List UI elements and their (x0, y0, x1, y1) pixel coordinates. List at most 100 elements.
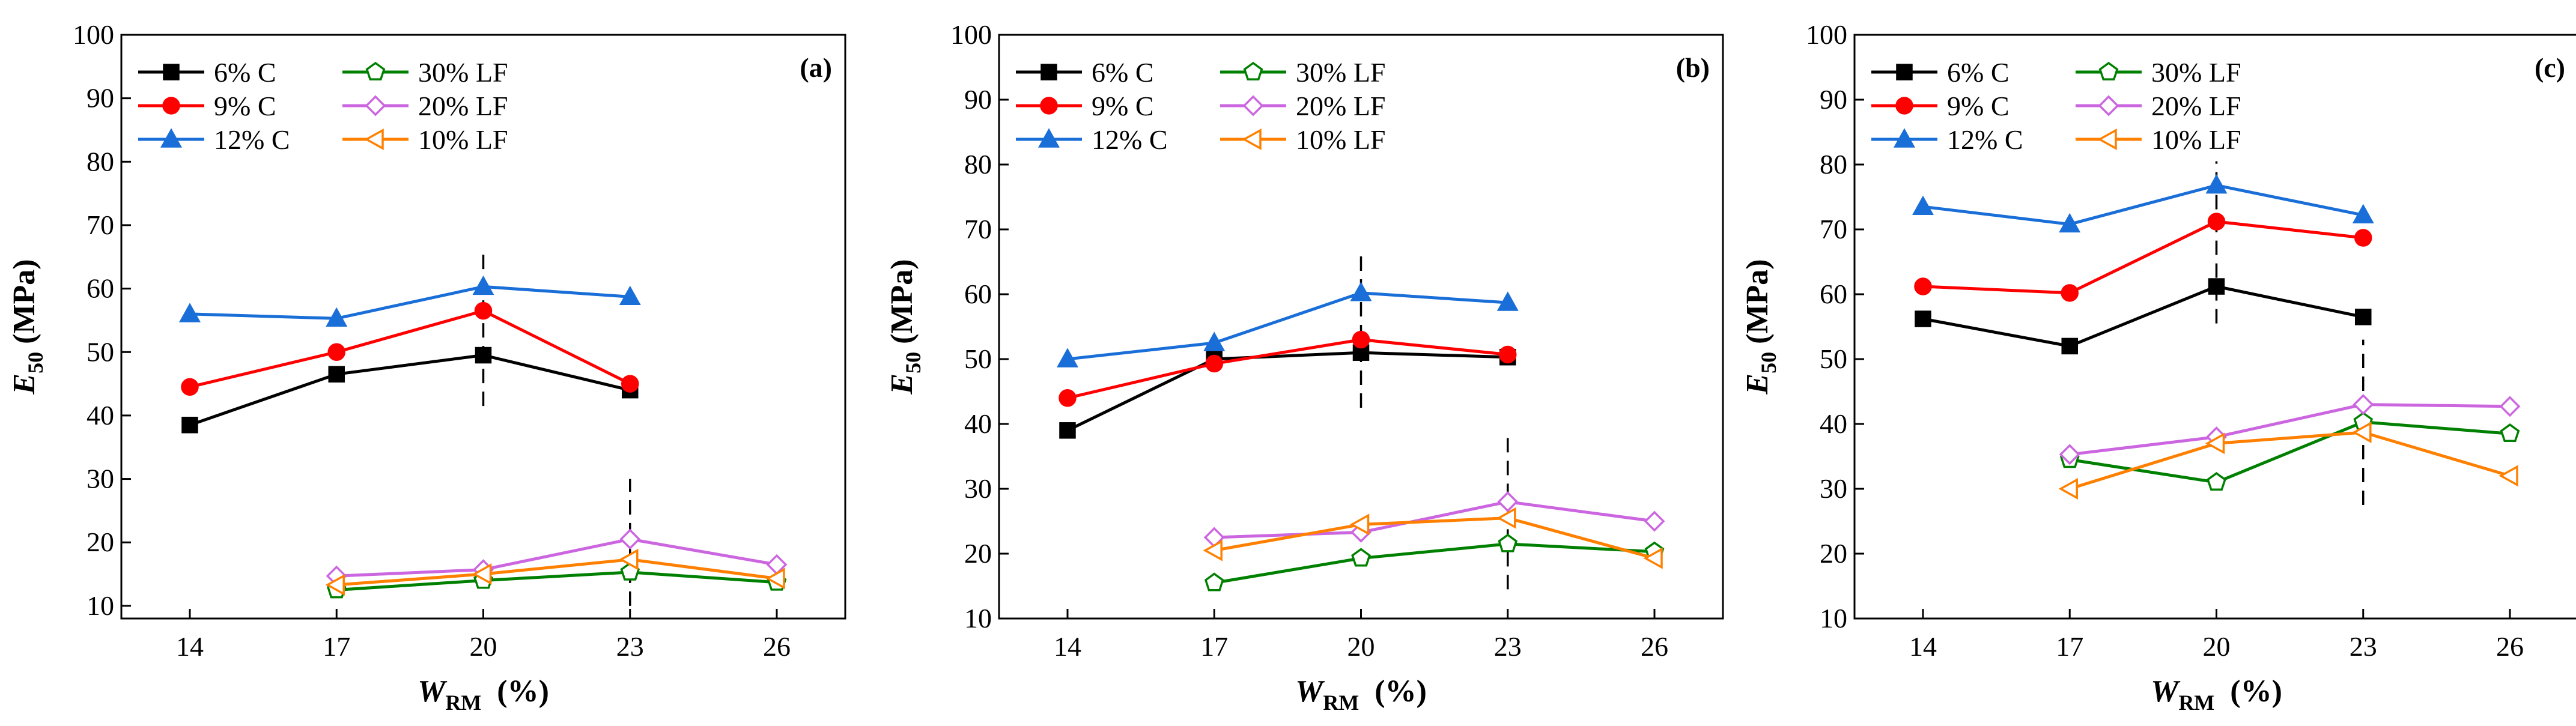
data-point (1643, 547, 1663, 569)
data-point (327, 343, 345, 361)
data-point (1203, 539, 1223, 561)
data-point (1915, 310, 1931, 327)
y-tick-label: 90 (1820, 84, 1847, 115)
data-point (326, 307, 348, 327)
legend-marker (1243, 61, 1263, 80)
data-point (621, 375, 639, 393)
data-point (619, 285, 641, 306)
legend-marker (365, 95, 386, 116)
data-point (1352, 330, 1370, 349)
legend-marker (1040, 64, 1057, 80)
data-point (1496, 507, 1516, 529)
legend-label: 20% LF (418, 91, 508, 121)
series-line (2069, 403, 2511, 456)
legend-label: 10% LF (418, 124, 508, 155)
legend-marker (1040, 97, 1058, 115)
data-point (2352, 422, 2372, 443)
legend-marker (1896, 64, 1913, 80)
y-tick-label: 40 (964, 408, 992, 439)
y-tick-label: 10 (1820, 603, 1847, 634)
series-line (189, 309, 631, 389)
data-point (2059, 213, 2081, 233)
series-line (1067, 291, 1508, 361)
data-point (2061, 337, 2078, 355)
y-tick-label: 100 (950, 19, 992, 50)
legend-marker (160, 128, 182, 148)
y-tick-label: 80 (964, 149, 992, 180)
x-tick-label: 14 (176, 631, 204, 662)
y-tick-label: 80 (1820, 149, 1847, 180)
data-point (2499, 396, 2521, 417)
x-axis-label: WRM (%) (1295, 674, 1427, 715)
data-point (1496, 291, 1519, 311)
y-tick-label: 20 (1820, 538, 1847, 569)
data-point (1352, 344, 1370, 361)
series-line (1214, 500, 1655, 539)
legend-label: 9% C (1947, 91, 2009, 121)
data-point (2207, 213, 2226, 231)
y-tick-label: 100 (1806, 19, 1847, 50)
legend-label: 9% C (214, 91, 276, 121)
data-point (179, 303, 201, 322)
legend-label: 30% LF (1296, 57, 1386, 88)
y-tick-label: 70 (964, 214, 992, 244)
y-tick-label: 50 (1820, 343, 1847, 374)
data-point (2355, 309, 2372, 325)
panel-label: (a) (800, 52, 832, 83)
y-tick-label: 20 (87, 527, 114, 557)
data-point (328, 366, 345, 383)
data-point (472, 275, 494, 295)
series-line (1922, 285, 2364, 348)
y-tick-label: 30 (87, 464, 114, 494)
y-tick-label: 70 (1820, 214, 1847, 244)
data-point (2205, 174, 2228, 194)
series-line (1922, 220, 2364, 295)
data-point (1349, 513, 1370, 536)
data-point (2499, 465, 2518, 487)
data-point (1498, 533, 1518, 552)
y-tick-label: 40 (1820, 408, 1847, 439)
legend-marker (364, 129, 384, 150)
data-point (2205, 432, 2225, 455)
y-tick-label: 70 (87, 210, 114, 240)
legend-label: 12% C (1092, 124, 1168, 155)
legend-marker (365, 61, 386, 80)
series-line (336, 558, 777, 587)
series-line (1214, 516, 1655, 560)
x-axis-label: WRM (%) (418, 674, 549, 715)
data-point (1059, 422, 1076, 439)
data-point (2058, 478, 2078, 500)
data-point (1059, 389, 1077, 407)
x-tick-label: 26 (1641, 631, 1668, 662)
data-point (1499, 345, 1517, 364)
legend-label: 10% LF (2151, 124, 2241, 155)
legend-marker (163, 64, 180, 80)
x-tick-label: 14 (1909, 631, 1937, 662)
y-tick-label: 10 (964, 603, 992, 634)
data-point (619, 548, 639, 570)
data-point (2353, 394, 2374, 416)
series-line (1066, 351, 1508, 432)
panel-label: (c) (2535, 52, 2565, 83)
data-point (1912, 195, 1934, 215)
x-axis-label: WRM (%) (2151, 674, 2282, 715)
x-tick-label: 17 (323, 631, 350, 662)
y-tick-label: 30 (964, 473, 992, 504)
legend-marker (2097, 129, 2117, 150)
series-line (1922, 184, 2364, 226)
data-point (181, 378, 199, 396)
y-tick-label: 50 (87, 336, 114, 367)
legend-label: 30% LF (418, 57, 508, 88)
legend-label: 6% C (1092, 57, 1154, 88)
y-axis-label: E50 (MPa) (1740, 259, 1781, 395)
y-tick-label: 80 (87, 146, 114, 177)
y-tick-label: 60 (87, 273, 114, 304)
legend-marker (2098, 61, 2119, 80)
data-point (2354, 229, 2372, 247)
x-tick-label: 26 (763, 631, 791, 662)
legend-marker (1038, 128, 1060, 148)
y-tick-label: 60 (964, 279, 992, 309)
